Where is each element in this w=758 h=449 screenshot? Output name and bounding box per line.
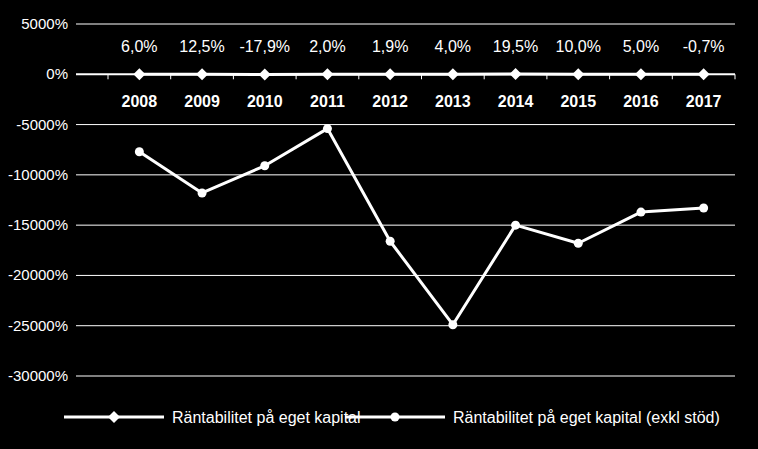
grid-line xyxy=(76,325,735,326)
y-tick-label: -5000% xyxy=(16,116,68,133)
legend-label: Räntabilitet på eget kapital (exkl stöd) xyxy=(453,409,720,426)
data-label: 12,5% xyxy=(179,38,224,55)
legend: Räntabilitet på eget kapital Räntabilitet… xyxy=(64,409,720,426)
marker xyxy=(384,68,396,80)
x-tick-label: 2014 xyxy=(498,93,534,110)
marker xyxy=(447,68,459,80)
x-tick-label: 2016 xyxy=(623,93,659,110)
data-label: -17,9% xyxy=(239,38,290,55)
legend-label: Räntabilitet på eget kapital xyxy=(172,409,361,426)
y-tick-label: -30000% xyxy=(8,367,68,384)
series-line xyxy=(139,73,703,76)
marker xyxy=(510,68,522,80)
x-tick-label: 2017 xyxy=(686,93,722,110)
x-tick-label: 2011 xyxy=(310,93,345,110)
legend-marker xyxy=(108,411,120,423)
marker xyxy=(259,68,271,80)
x-tick-label: 2010 xyxy=(247,93,283,110)
x-tick-label: 2015 xyxy=(560,93,596,110)
marker xyxy=(448,320,457,329)
grid-line xyxy=(76,225,735,226)
data-label: 10,0% xyxy=(556,38,601,55)
marker xyxy=(386,237,395,246)
data-label: 5,0% xyxy=(623,38,659,55)
x-tick-label: 2009 xyxy=(184,93,220,110)
series-line xyxy=(139,129,703,325)
marker xyxy=(133,68,145,80)
marker xyxy=(635,68,647,80)
marker xyxy=(135,147,144,156)
marker xyxy=(572,68,584,80)
y-tick-label: -25000% xyxy=(8,317,68,334)
data-label: 1,9% xyxy=(372,38,408,55)
y-tick-label: -10000% xyxy=(8,166,68,183)
data xyxy=(133,68,709,329)
y-tick-label: -20000% xyxy=(8,266,68,283)
x-tick-label: 2012 xyxy=(372,93,408,110)
grid-line xyxy=(76,275,735,276)
data-label: -0,7% xyxy=(683,38,725,55)
x-tick-label: 2008 xyxy=(122,93,158,110)
marker xyxy=(699,204,708,213)
chart: 5000% 0% -5000% -10000% -15000% -20000% -25000… xyxy=(0,0,758,449)
marker xyxy=(260,161,269,170)
legend-marker xyxy=(391,413,400,422)
y-tick-label: 5000% xyxy=(21,15,68,32)
marker xyxy=(574,239,583,248)
x-tick xyxy=(735,74,736,79)
marker xyxy=(511,221,520,230)
marker xyxy=(196,68,208,80)
y-tick-label: -15000% xyxy=(8,216,68,233)
grid xyxy=(76,24,735,376)
marker xyxy=(323,124,332,133)
x-tick xyxy=(108,74,109,79)
grid-line xyxy=(76,24,735,25)
x-tick-label: 2013 xyxy=(435,93,471,110)
background xyxy=(0,0,758,449)
grid-line xyxy=(76,376,735,377)
data-label: 2,0% xyxy=(309,38,345,55)
data-label: 4,0% xyxy=(435,38,471,55)
y-tick-label: 0% xyxy=(46,65,68,82)
data-label: 6,0% xyxy=(121,38,157,55)
marker xyxy=(198,188,207,197)
grid-line xyxy=(76,124,735,125)
data-label: 19,5% xyxy=(493,38,538,55)
marker xyxy=(636,208,645,217)
marker xyxy=(321,68,333,80)
marker xyxy=(698,68,710,80)
